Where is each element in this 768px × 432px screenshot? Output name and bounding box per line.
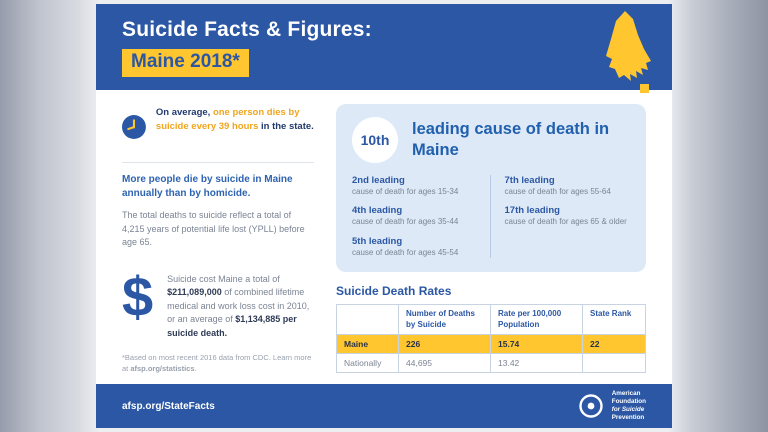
header: Suicide Facts & Figures: Maine 2018* (96, 4, 672, 93)
leading-cause-head: 10th leading cause of death in Maine (352, 117, 630, 163)
cause-detail: cause of death for ages 15-34 (352, 187, 459, 196)
statefacts-card: Suicide Facts & Figures: Maine 2018* On … (96, 4, 672, 428)
rate-value: 13.42 (490, 352, 583, 373)
afsp-logo-mark (579, 394, 603, 418)
footnote-text: *Based on most recent 2016 data from CDC… (122, 353, 312, 373)
rank-value (582, 352, 646, 373)
cause-detail: cause of death for ages 35-44 (352, 217, 459, 227)
table-header-row: Number of Deaths by Suicide Rate per 100… (336, 304, 646, 335)
cause-rank: 5th leading (352, 235, 403, 247)
col-header-rate: Rate per 100,000 Population (490, 304, 583, 335)
afsp-logo: American Foundation for Suicide Preventi… (577, 390, 646, 423)
clock-icon (122, 115, 146, 139)
cause-rank: 4th leading (352, 205, 403, 217)
cost-text-2: of combined lifetime medical and work lo… (167, 287, 310, 324)
ypll-fact: The total deaths to suicide reflect a to… (122, 210, 305, 247)
dollar-icon: $ (122, 264, 154, 328)
leading-cause-heading: leading cause of death in Maine (412, 120, 610, 159)
rank-badge: 10th (352, 117, 398, 163)
logo-line: American (611, 389, 641, 397)
cause-item: 17th leading cause of death for ages 65 … (505, 205, 631, 227)
cause-detail: cause of death for ages 65 & older (504, 217, 627, 227)
cause-rank: 7th leading (504, 175, 555, 186)
statefacts-link[interactable]: afsp.org/StateFacts (122, 400, 215, 412)
clock-fact-prefix: On average, (155, 107, 213, 118)
state-year-badge: Maine 2018* (122, 49, 249, 77)
divider (122, 162, 314, 163)
clock-fact: On average, one person dies by suicide e… (156, 104, 314, 134)
cause-detail: cause of death for ages 55-64 (504, 187, 611, 196)
deaths-value: 226 (398, 333, 491, 354)
afsp-logo-text: American Foundation for Suicide Preventi… (612, 390, 646, 423)
cause-item: 2nd leading cause of death for ages 15-3… (352, 175, 478, 197)
cause-item: 7th leading cause of death for ages 55-6… (505, 175, 631, 197)
col-header-blank (336, 304, 399, 335)
cause-list-right: 7th leading cause of death for ages 55-6… (505, 175, 631, 258)
footnote: *Based on most recent 2016 data from CDC… (122, 353, 314, 374)
right-column: 10th leading cause of death in Maine 2nd… (336, 104, 646, 378)
cause-detail: cause of death for ages 45-54 (352, 247, 459, 257)
rank-value: 22 (582, 333, 646, 354)
logo-line: for Suicide (611, 406, 645, 413)
cause-rank: 2nd leading (352, 175, 405, 186)
cause-item: 5th leading cause of death for ages 45-5… (352, 236, 478, 258)
statistics-link[interactable]: afsp.org/statistics (130, 363, 195, 373)
clock-fact-suffix: in the state. (258, 120, 314, 132)
leading-cause-box: 10th leading cause of death in Maine 2nd… (336, 104, 646, 273)
col-header-rank: State Rank (582, 304, 646, 335)
homicide-fact: More people die by suicide in Maine annu… (122, 174, 293, 199)
row-label: Maine (336, 333, 399, 354)
left-column: On average, one person dies by suicide e… (122, 104, 314, 378)
cause-list-left: 2nd leading cause of death for ages 15-3… (352, 175, 491, 259)
clock-fact-highlight: one person dies by suicide every 39 hour… (155, 107, 300, 132)
table-row-national: Nationally 44,695 13.42 (336, 352, 646, 373)
page-title: Suicide Facts & Figures: (122, 18, 372, 41)
col-header-deaths: Number of Deaths by Suicide (398, 304, 491, 335)
deaths-value: 44,695 (398, 352, 491, 373)
cause-list: 2nd leading cause of death for ages 15-3… (352, 175, 631, 259)
logo-line: Foundation (611, 397, 646, 405)
table-row-maine: Maine 226 15.74 22 (336, 333, 646, 354)
logo-line: Prevention (611, 414, 645, 422)
cost-amount-total: $211,089,000 (167, 287, 222, 297)
cost-amount-average: $1,134,885 per suicide death. (167, 314, 297, 338)
clock-fact-block: On average, one person dies by suicide e… (122, 104, 314, 150)
rate-value: 15.74 (490, 333, 583, 354)
cost-fact: Suicide cost Maine a total of $211,089,0… (167, 270, 314, 341)
maine-state-icon (606, 11, 651, 93)
cost-fact-block: $ Suicide cost Maine a total of $211,089… (122, 264, 314, 341)
rates-table: Number of Deaths by Suicide Rate per 100… (336, 304, 646, 373)
cause-rank: 17th leading (504, 205, 560, 217)
rates-title: Suicide Death Rates (336, 284, 452, 299)
row-label: Nationally (336, 352, 399, 373)
footnote-period: . (194, 363, 197, 373)
cause-item: 4th leading cause of death for ages 35-4… (352, 205, 478, 227)
content-body: On average, one person dies by suicide e… (96, 90, 672, 384)
footer: afsp.org/StateFacts American Foundation … (96, 384, 672, 428)
cost-text-1: Suicide cost Maine a total of (167, 273, 280, 284)
